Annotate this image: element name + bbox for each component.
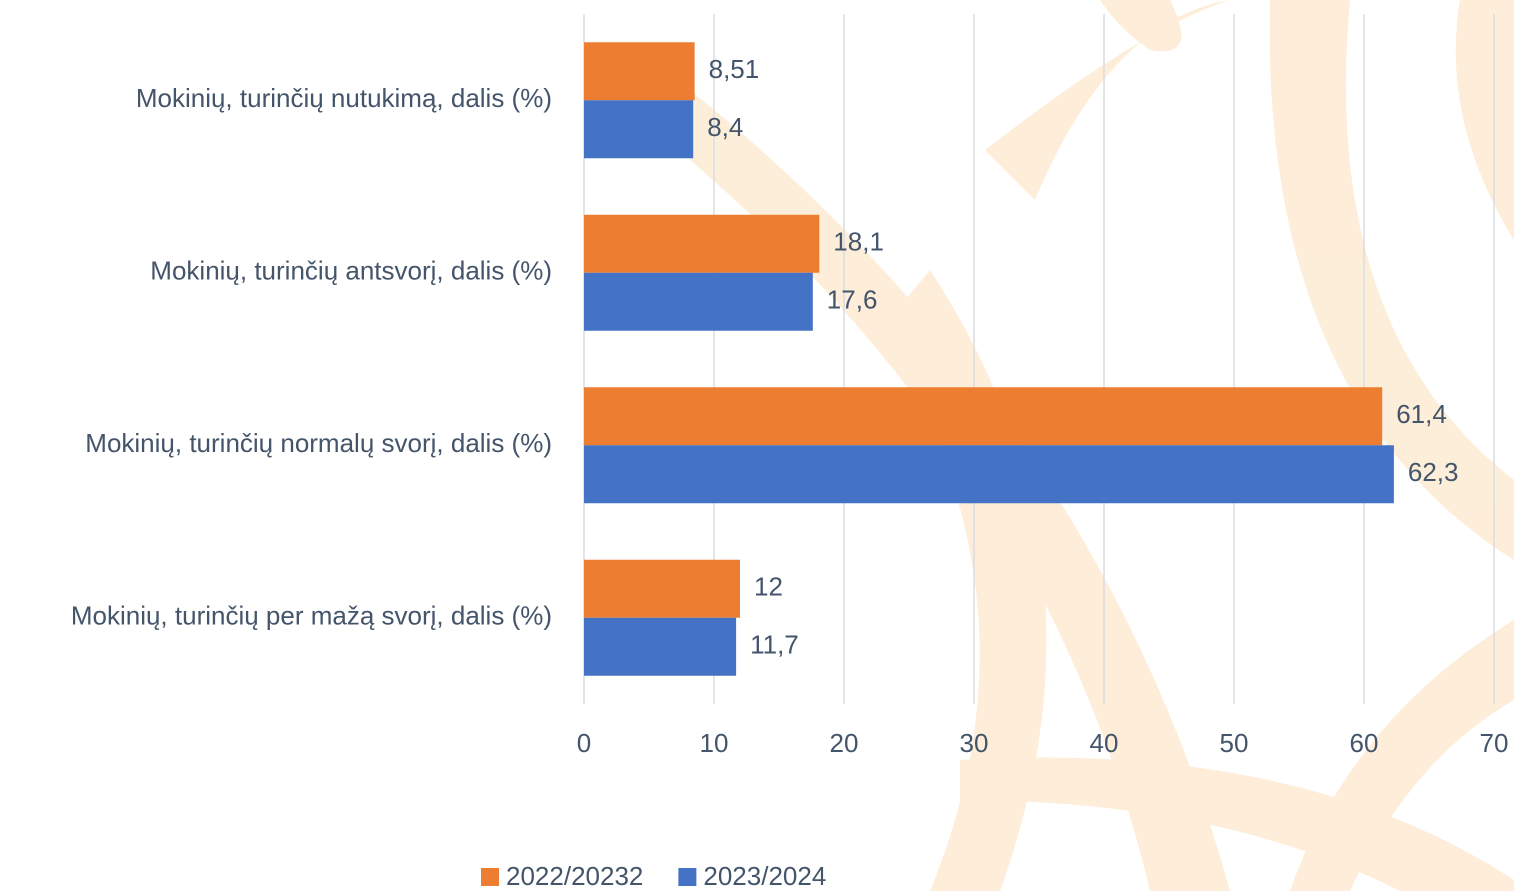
data-label: 17,6 — [827, 285, 878, 315]
bar — [584, 617, 737, 676]
legend-label: 2022/20232 — [506, 861, 643, 891]
data-label: 12 — [754, 572, 783, 602]
data-label: 62,3 — [1408, 457, 1459, 487]
bar — [584, 559, 740, 618]
data-label: 61,4 — [1396, 399, 1447, 429]
bar — [584, 445, 1394, 504]
data-label: 18,1 — [833, 227, 884, 257]
x-tick-label: 40 — [1090, 728, 1119, 758]
data-label: 8,51 — [709, 54, 760, 84]
x-tick-label: 0 — [577, 728, 591, 758]
y-tick-label: Mokinių, turinčių per mažą svorį, dalis … — [71, 601, 552, 631]
x-tick-label: 50 — [1220, 728, 1249, 758]
legend-swatch — [481, 868, 499, 886]
x-tick-label: 10 — [700, 728, 729, 758]
x-tick-label: 70 — [1480, 728, 1509, 758]
x-tick-label: 20 — [830, 728, 859, 758]
bar — [584, 100, 694, 159]
bar — [584, 42, 695, 101]
y-tick-label: Mokinių, turinčių nutukimą, dalis (%) — [136, 83, 552, 113]
bar — [584, 387, 1383, 446]
legend-label: 2023/2024 — [703, 861, 826, 891]
data-label: 11,7 — [750, 630, 799, 660]
bar — [584, 214, 820, 273]
legend-swatch — [678, 868, 697, 886]
bar — [584, 272, 813, 331]
y-tick-label: Mokinių, turinčių normalų svorį, dalis (… — [85, 428, 552, 458]
y-tick-label: Mokinių, turinčių antsvorį, dalis (%) — [150, 256, 552, 286]
data-label: 8,4 — [707, 112, 743, 142]
x-tick-label: 60 — [1350, 728, 1379, 758]
x-tick-label: 30 — [960, 728, 989, 758]
